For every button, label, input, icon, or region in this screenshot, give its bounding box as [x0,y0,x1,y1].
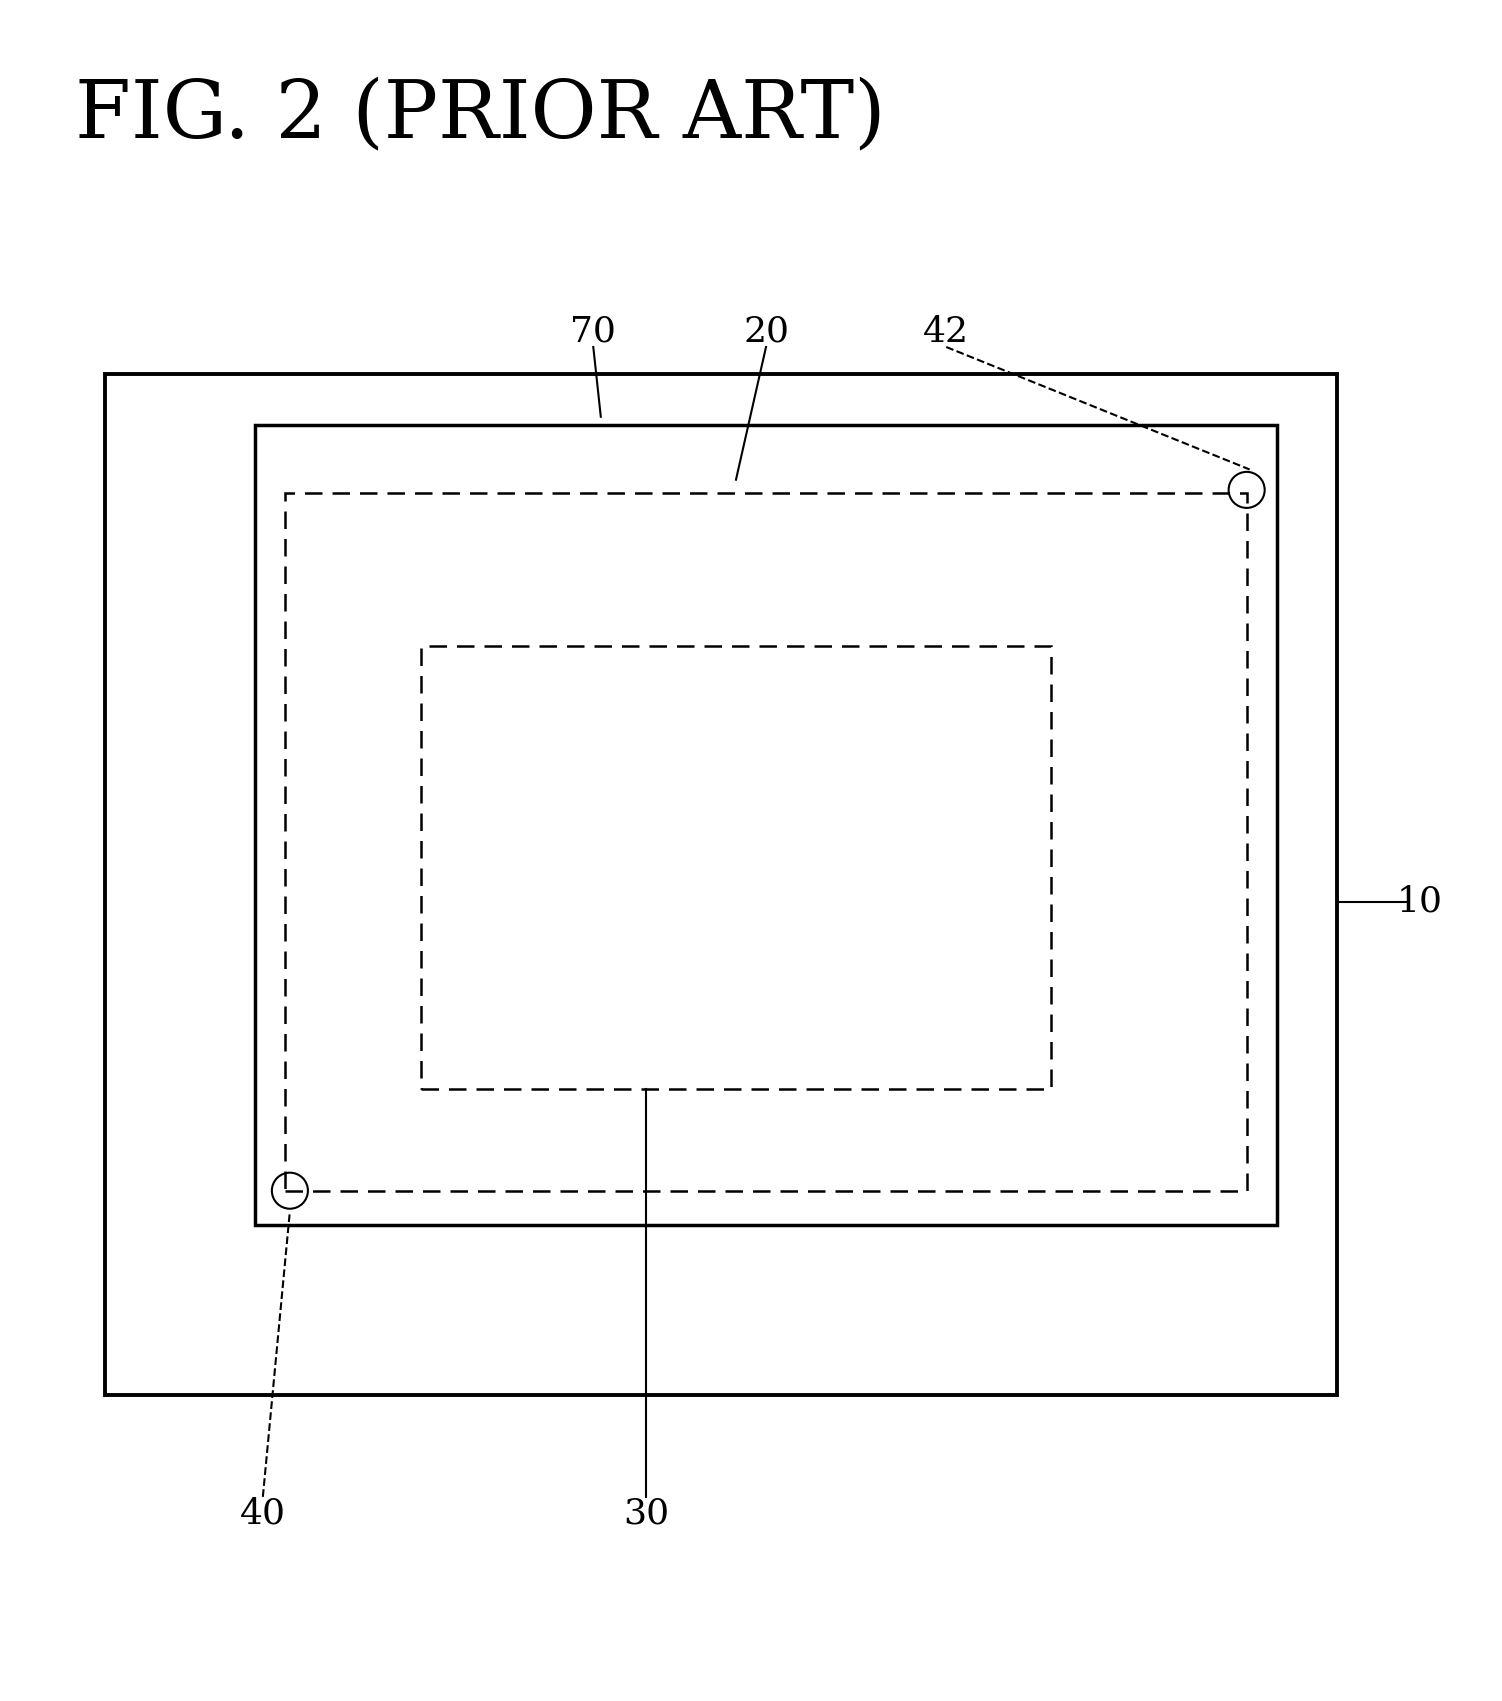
Text: 70: 70 [571,315,616,349]
Bar [255,425,1277,1225]
Bar [105,374,1337,1395]
Text: 10: 10 [1397,885,1442,919]
Text: 20: 20 [743,315,789,349]
Text: 30: 30 [623,1497,668,1531]
Text: 42: 42 [924,315,969,349]
Text: 40: 40 [240,1497,285,1531]
Bar [421,646,1051,1089]
Text: FIG. 2 (PRIOR ART): FIG. 2 (PRIOR ART) [75,77,886,155]
Bar [285,493,1247,1191]
